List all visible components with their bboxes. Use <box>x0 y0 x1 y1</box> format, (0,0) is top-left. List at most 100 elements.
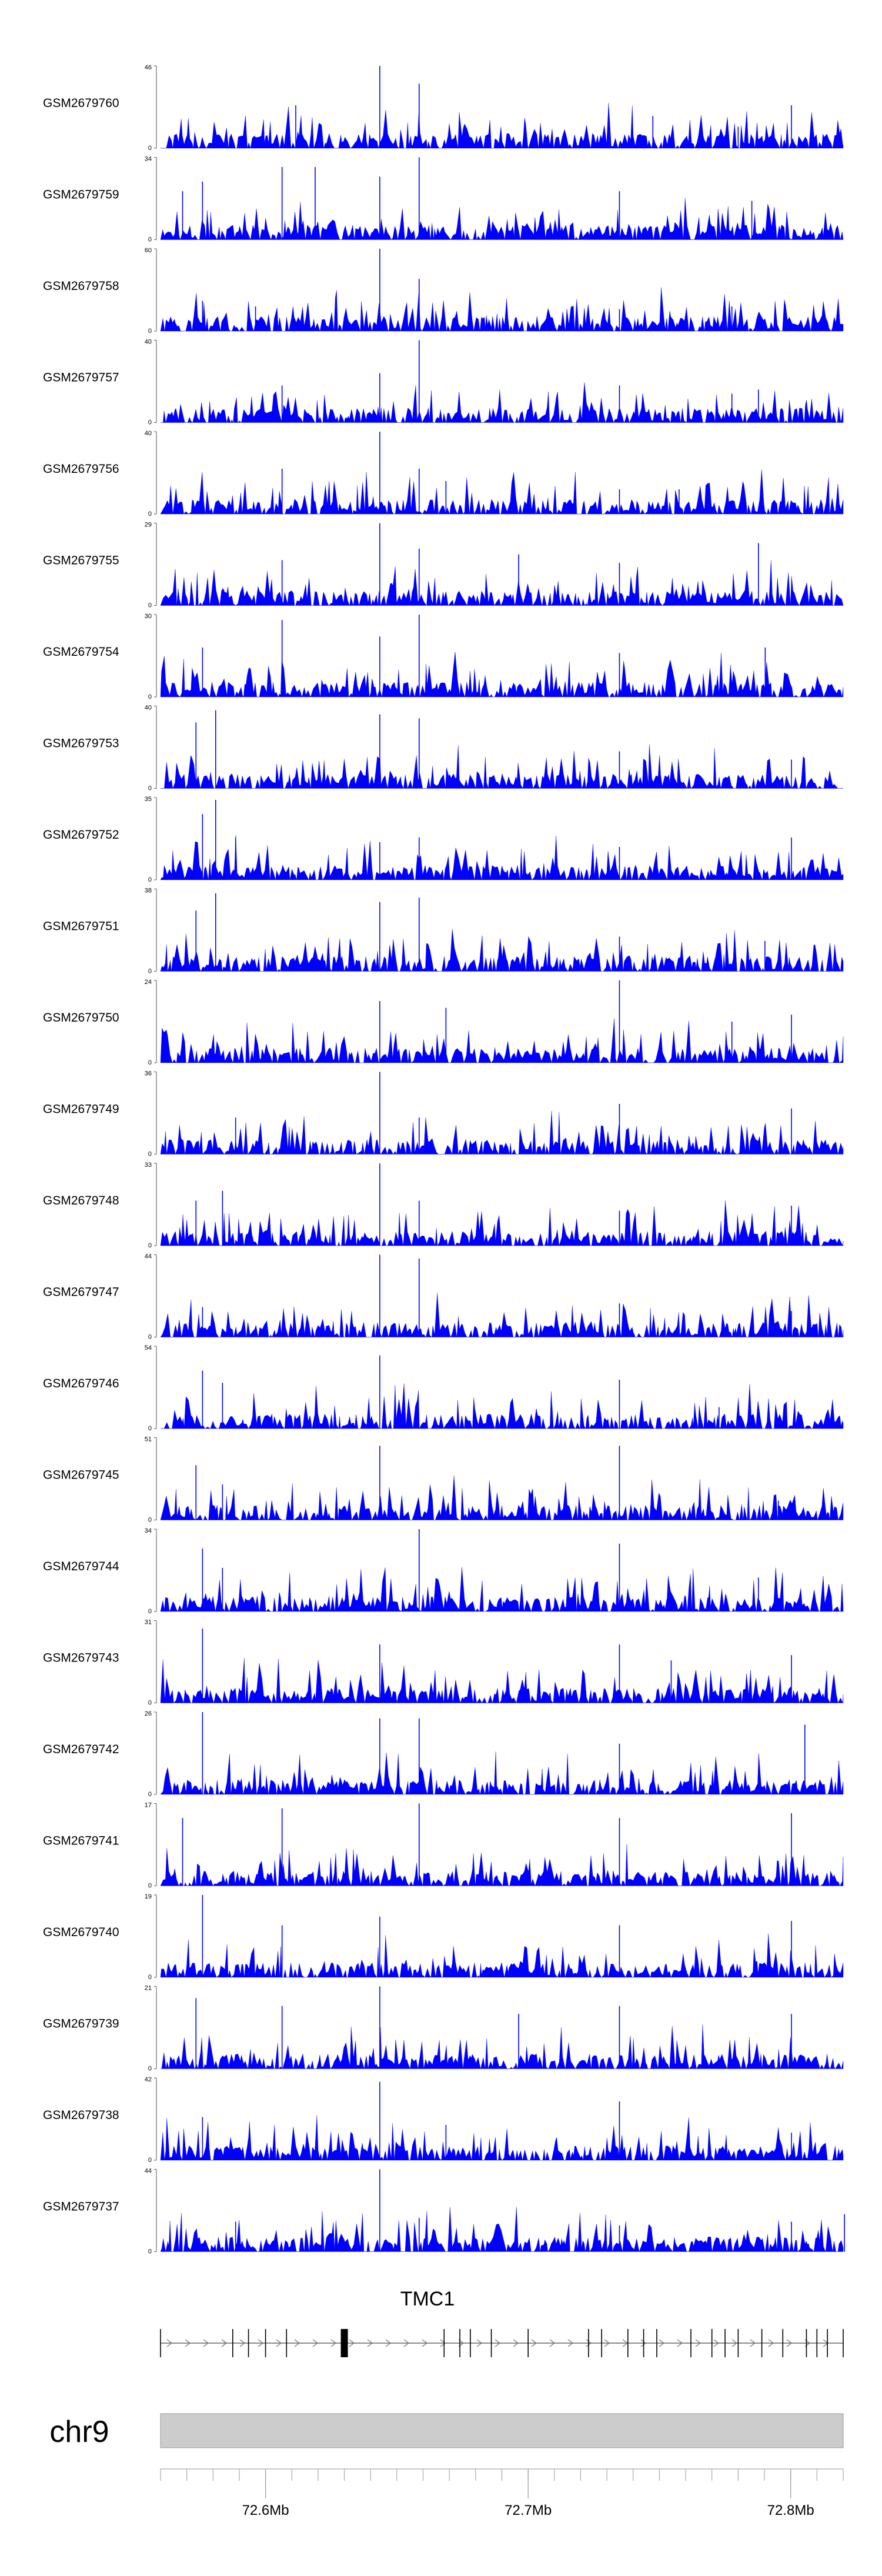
track-ymax-label: 54 <box>145 1344 152 1352</box>
track-label: GSM2679744 <box>43 1560 119 1573</box>
track-ymin-label: 0 <box>148 968 152 975</box>
track-ymax-label: 40 <box>145 430 152 437</box>
track-ymax-label: 30 <box>145 613 152 620</box>
track-ymax-label: 21 <box>145 1985 152 1992</box>
track-ymin-label: 0 <box>148 876 152 883</box>
coverage-track: GSM2679750 24 0 <box>43 979 844 1066</box>
gene-label: TMC1 <box>400 2288 455 2310</box>
track-ymin-label: 0 <box>148 2157 152 2164</box>
coverage-area <box>160 1293 844 1338</box>
track-ymin-label: 0 <box>148 145 152 152</box>
track-label: GSM2679743 <box>43 1651 119 1665</box>
coverage-area <box>160 469 844 515</box>
strand-arrow <box>786 2339 793 2347</box>
coverage-area <box>160 198 844 241</box>
track-ymax-label: 44 <box>145 2168 152 2175</box>
strand-arrow <box>768 2339 774 2347</box>
strand-arrow <box>276 2339 282 2347</box>
coverage-track: GSM2679746 54 0 <box>43 1344 844 1432</box>
strand-arrow <box>531 2339 537 2347</box>
track-ymax-label: 19 <box>145 1893 152 1900</box>
coverage-area <box>160 287 844 332</box>
coverage-track: GSM2679749 36 0 <box>43 1070 844 1158</box>
track-ymax-label: 35 <box>145 796 152 803</box>
coverage-area <box>160 1200 844 1246</box>
strand-arrow <box>422 2339 428 2347</box>
strand-arrow <box>731 2339 738 2347</box>
track-ymin-label: 0 <box>148 1425 152 1432</box>
coverage-area <box>160 1475 844 1521</box>
strand-arrow <box>185 2339 191 2347</box>
coverage-track: GSM2679737 44 0 <box>43 2168 845 2255</box>
genome-axis-tick-label: 72.6Mb <box>242 2502 289 2518</box>
coverage-track: GSM2679745 51 0 <box>43 1436 844 1524</box>
coverage-area <box>161 382 844 423</box>
track-label: GSM2679758 <box>43 279 119 293</box>
coverage-area <box>160 1018 844 1063</box>
track-ymin-label: 0 <box>148 1791 152 1798</box>
coverage-track: GSM2679758 60 0 <box>43 247 844 335</box>
track-ymax-label: 38 <box>145 887 152 895</box>
track-ymax-label: 17 <box>145 1802 152 1809</box>
track-label: GSM2679755 <box>43 554 119 568</box>
track-ymax-label: 51 <box>145 1436 152 1443</box>
track-ymin-label: 0 <box>148 1883 152 1890</box>
track-ymin-label: 0 <box>148 419 152 426</box>
coverage-area <box>160 1751 844 1795</box>
coverage-track: GSM2679760 46 0 <box>43 64 844 152</box>
track-ymin-label: 0 <box>148 1151 152 1158</box>
strand-arrow <box>258 2339 264 2347</box>
gene-model-track: TMC1 <box>160 2288 844 2357</box>
strand-arrow <box>476 2339 483 2347</box>
track-label: GSM2679739 <box>43 2017 119 2031</box>
coverage-track: GSM2679738 42 0 <box>43 2076 844 2164</box>
coverage-track: GSM2679754 30 0 <box>43 613 844 700</box>
strand-arrow <box>823 2339 829 2347</box>
strand-arrow <box>312 2339 319 2347</box>
coverage-track: GSM2679755 29 0 <box>43 522 844 609</box>
track-ymin-label: 0 <box>148 1517 152 1524</box>
coverage-area <box>161 103 844 149</box>
track-ymin-label: 0 <box>148 602 152 609</box>
strand-arrow <box>294 2339 300 2347</box>
strand-arrow <box>695 2339 701 2347</box>
track-ymin-label: 0 <box>148 1608 152 1615</box>
track-label: GSM2679740 <box>43 1926 119 1939</box>
track-ymin-label: 0 <box>148 1059 152 1066</box>
track-ymax-label: 24 <box>145 979 152 986</box>
track-label: GSM2679751 <box>43 920 119 933</box>
track-ymin-label: 0 <box>148 1334 152 1341</box>
strand-arrow <box>221 2339 228 2347</box>
genome-axis-tick-label: 72.7Mb <box>505 2502 552 2518</box>
track-ymin-label: 0 <box>148 1974 152 1981</box>
track-label: GSM2679747 <box>43 1286 119 1299</box>
track-ymax-label: 40 <box>145 339 152 346</box>
track-label: GSM2679753 <box>43 737 119 750</box>
coverage-track: GSM2679748 33 0 <box>43 1162 844 1249</box>
track-ymax-label: 42 <box>145 2076 152 2083</box>
coverage-area <box>161 1383 844 1429</box>
strand-arrow <box>604 2339 610 2347</box>
coverage-track: GSM2679740 19 0 <box>43 1893 844 1981</box>
track-ymax-label: 29 <box>145 522 152 529</box>
gene-exon-coding <box>340 2329 348 2357</box>
coverage-area <box>160 1933 844 1978</box>
track-label: GSM2679748 <box>43 1194 119 1207</box>
track-ymax-label: 33 <box>145 1162 152 1169</box>
strand-arrow <box>750 2339 756 2347</box>
strand-arrow <box>513 2339 519 2347</box>
coverage-area <box>160 1844 844 1887</box>
track-label: GSM2679745 <box>43 1469 119 1482</box>
coverage-area <box>160 2207 844 2253</box>
track-ymin-label: 0 <box>148 693 152 700</box>
track-label: GSM2679737 <box>43 2200 119 2214</box>
track-ymin-label: 0 <box>148 2248 152 2255</box>
track-ymax-label: 26 <box>145 1710 152 1717</box>
strand-arrow <box>586 2339 592 2347</box>
track-ymax-label: 46 <box>145 64 152 71</box>
track-label: GSM2679750 <box>43 1011 119 1025</box>
coverage-track: GSM2679752 35 0 <box>43 796 844 883</box>
strand-arrow <box>659 2339 665 2347</box>
